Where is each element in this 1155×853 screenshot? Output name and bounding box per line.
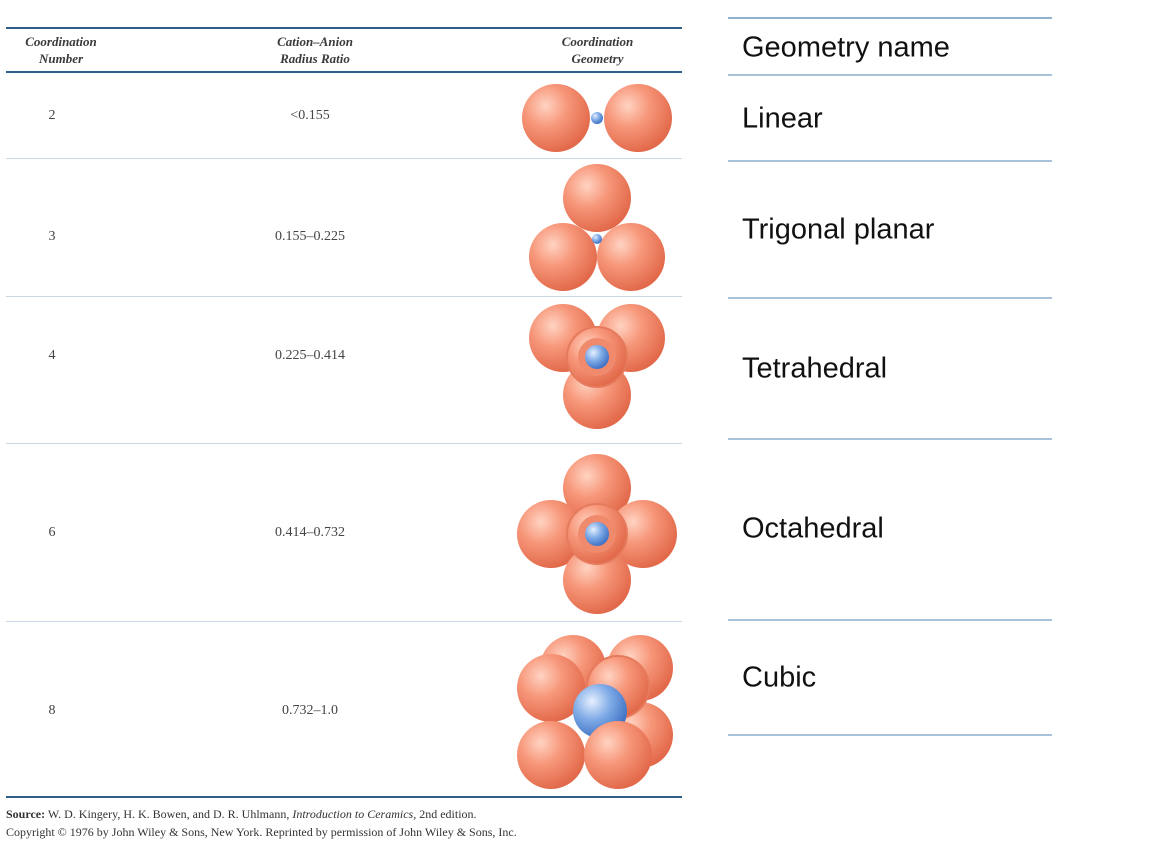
right-top-rule xyxy=(728,17,1052,19)
cation-sphere xyxy=(585,522,609,546)
row-divider xyxy=(6,621,682,622)
cubic-illustration xyxy=(517,635,673,789)
header-line: Geometry xyxy=(571,51,624,66)
cation-sphere xyxy=(585,345,609,369)
anion-sphere xyxy=(522,84,590,152)
header-radius-ratio: Cation–Anion Radius Ratio xyxy=(250,33,380,67)
geometry-name-tetrahedral: Tetrahedral xyxy=(742,352,888,385)
header-line: Number xyxy=(38,51,84,66)
tetrahedral-illustration xyxy=(529,304,665,429)
cn-cell: 2 xyxy=(48,108,56,123)
anion-sphere xyxy=(584,721,652,789)
cn-cell: 6 xyxy=(48,525,56,540)
anion-sphere xyxy=(609,500,677,568)
anion-sphere xyxy=(517,500,585,568)
anion-sphere xyxy=(597,223,665,291)
anion-sphere xyxy=(563,164,631,232)
cation-sphere xyxy=(592,234,602,244)
linear-geometry-illustration xyxy=(522,84,672,152)
anion-sphere xyxy=(563,454,631,522)
row-divider xyxy=(6,158,682,159)
cation-sphere xyxy=(591,112,603,124)
right-rule xyxy=(728,438,1052,440)
header-line: Radius Ratio xyxy=(280,51,350,66)
right-rule xyxy=(728,297,1052,299)
header-bottom-rule xyxy=(6,71,682,73)
geometry-name-header: Geometry name xyxy=(742,31,950,64)
ratio-cell: <0.155 xyxy=(290,108,330,123)
ratio-cell: 0.732–1.0 xyxy=(282,703,338,718)
source-book: Introduction to Ceramics, xyxy=(292,807,417,821)
anion-sphere xyxy=(517,721,585,789)
anion-sphere xyxy=(529,223,597,291)
anion-sphere xyxy=(604,84,672,152)
cn-cell: 3 xyxy=(48,229,56,244)
source-edition: 2nd edition. xyxy=(419,807,477,821)
geometry-illustrations xyxy=(517,84,677,789)
right-rule xyxy=(728,74,1052,76)
right-rule xyxy=(728,734,1052,736)
header-line: Coordination xyxy=(561,34,634,49)
right-rule xyxy=(728,619,1052,621)
header-geometry: Coordination Geometry xyxy=(535,33,660,67)
geometry-name-trigonal-planar: Trigonal planar xyxy=(742,213,935,246)
header-line: Cation–Anion xyxy=(277,34,353,49)
ratio-cell: 0.225–0.414 xyxy=(275,348,345,363)
source-line: Source: W. D. Kingery, H. K. Bowen, and … xyxy=(6,805,696,823)
octahedral-illustration xyxy=(517,454,677,614)
trigonal-planar-illustration xyxy=(529,164,665,291)
source-label: Source: xyxy=(6,807,46,821)
row-divider xyxy=(6,443,682,444)
geometry-name-linear: Linear xyxy=(742,102,823,135)
table-bottom-rule xyxy=(6,796,682,798)
copyright-line: Copyright © 1976 by John Wiley & Sons, N… xyxy=(6,825,517,839)
cn-cell: 8 xyxy=(48,703,56,718)
source-citation: Source: W. D. Kingery, H. K. Bowen, and … xyxy=(6,805,696,841)
table-top-rule xyxy=(6,27,682,29)
ratio-cell: 0.414–0.732 xyxy=(275,525,345,540)
row-divider xyxy=(6,296,682,297)
ratio-cell: 0.155–0.225 xyxy=(275,229,345,244)
source-authors: W. D. Kingery, H. K. Bowen, and D. R. Uh… xyxy=(47,807,290,821)
anion-sphere xyxy=(563,546,631,614)
header-coordination-number: Coordination Number xyxy=(6,33,116,67)
anion-sphere xyxy=(517,654,585,722)
geometry-name-cubic: Cubic xyxy=(742,661,817,694)
cn-cell: 4 xyxy=(48,348,56,363)
geometry-name-octahedral: Octahedral xyxy=(742,512,884,545)
header-line: Coordination xyxy=(25,34,97,49)
right-rule xyxy=(728,160,1052,162)
